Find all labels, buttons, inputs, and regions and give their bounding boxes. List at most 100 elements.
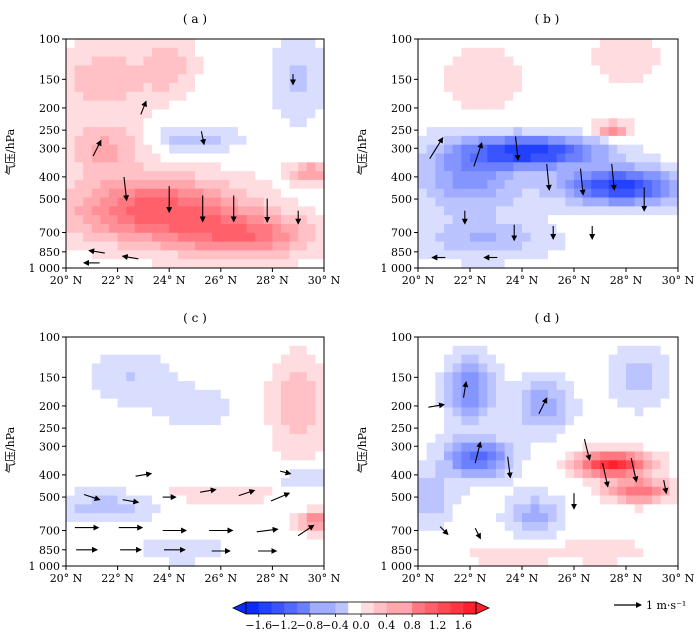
field-cell [315,416,325,426]
field-cell [203,206,213,216]
field-cell [306,530,316,541]
field-cell [582,215,592,225]
field-cell [565,389,575,400]
field-cell [126,504,136,514]
field-cell [100,345,110,356]
colorbar-ticks: −1.6−1.2−0.8−0.4 0.0 0.4 0.8 1.2 1.6 [245,614,472,632]
field-cell [109,47,119,58]
field-cell [634,223,644,234]
field-cell [556,215,566,225]
field-cell [203,188,213,199]
field-cell [220,197,230,207]
field-cell [229,486,239,497]
field-cell [530,469,540,479]
field-cell [186,477,196,488]
field-cell [160,100,170,111]
field-cell [143,127,153,137]
field-cell [444,442,454,453]
field-cell [177,223,187,234]
field-cell [669,557,679,567]
panel-c-field [66,337,325,567]
field-cell [134,83,144,93]
field-cell [556,469,566,479]
field-cell [600,118,610,128]
field-cell [169,425,179,435]
field-cell [591,74,601,84]
field-cell [513,206,523,216]
field-cell [263,548,273,558]
field-cell [229,504,239,514]
field-cell [600,557,610,567]
field-cell [608,539,618,549]
field-cell [556,425,566,435]
field-cell [169,389,179,400]
field-cell [660,39,670,49]
field-cell [426,407,436,417]
field-cell [478,530,488,541]
field-cell [608,451,618,461]
field-cell [513,389,523,400]
field-cell [100,118,110,128]
field-cell [426,171,436,181]
field-cell [298,398,308,409]
field-cell [652,337,662,347]
field-cell [530,83,540,93]
field-cell [152,521,162,532]
field-cell [574,530,584,541]
field-cell [660,337,670,347]
field-cell [315,179,325,190]
field-cell [100,389,110,400]
field-cell [643,127,653,137]
wind-vector [140,100,147,115]
field-cell [220,188,230,199]
field-cell [548,513,558,523]
field-cell [315,127,325,137]
field-cell [160,398,170,409]
field-cell [160,65,170,75]
field-cell [203,548,213,558]
field-cell [126,407,136,417]
field-cell [315,442,325,453]
field-cell [186,153,196,163]
field-cell [574,442,584,453]
field-cell [281,250,291,260]
field-cell [212,389,222,400]
field-cell [272,451,282,461]
field-cell [470,206,480,216]
field-cell [444,486,454,497]
field-cell [126,381,136,391]
field-cell [634,179,644,190]
field-cell [83,65,93,75]
field-cell [504,250,514,260]
field-cell [626,162,636,172]
field-cell [143,232,153,243]
field-cell [195,337,205,347]
field-cell [608,47,618,58]
field-cell [195,521,205,532]
field-cell [660,530,670,541]
field-cell [109,215,119,225]
field-cell [289,363,299,373]
field-cell [177,127,187,137]
field-cell [487,372,497,382]
field-cell [530,363,540,373]
field-cell [272,223,282,234]
field-cell [126,539,136,549]
field-cell [143,144,153,155]
field-cell [134,442,144,453]
field-cell [652,135,662,146]
wind-vector [602,463,610,488]
field-cell [298,56,308,67]
field-cell [452,109,462,119]
field-cell [504,127,514,137]
field-cell [582,39,592,49]
field-cell [263,162,273,172]
field-cell [220,477,230,488]
field-cell [134,109,144,119]
field-cell [617,416,627,426]
field-cell [461,372,471,382]
field-cell [109,548,119,558]
field-cell [565,153,575,163]
field-cell [272,162,282,172]
field-cell [660,127,670,137]
